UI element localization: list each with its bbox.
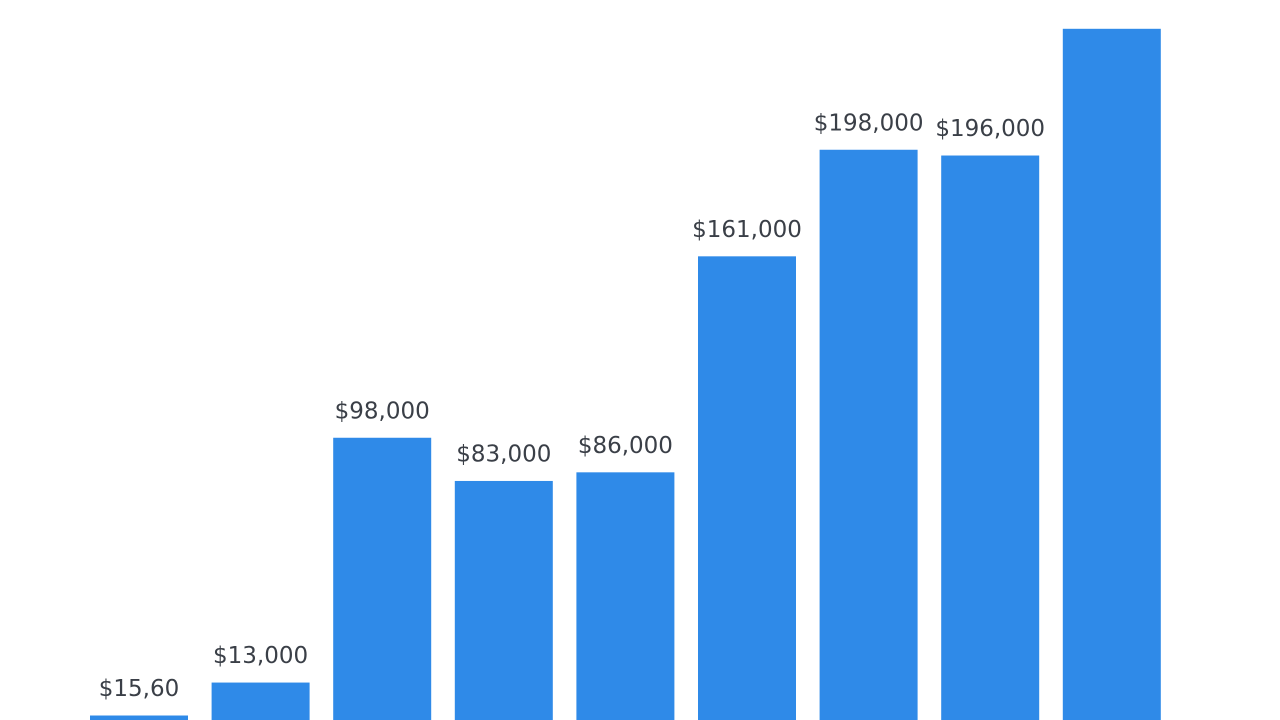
value-label: $13,000 <box>213 643 308 669</box>
bar <box>941 155 1040 720</box>
bar <box>454 480 553 720</box>
value-label: $161,000 <box>692 217 802 243</box>
value-label: $98,000 <box>335 398 430 424</box>
value-label: $83,000 <box>456 441 551 467</box>
bar <box>1062 28 1161 720</box>
bar <box>333 437 432 720</box>
bar <box>211 682 310 720</box>
bar <box>819 149 918 720</box>
bar <box>90 715 188 720</box>
value-label: $198,000 <box>814 110 924 136</box>
value-label: $15,60 <box>99 676 179 702</box>
bar <box>576 472 675 720</box>
bar <box>698 256 796 720</box>
value-label: $86,000 <box>578 433 673 459</box>
value-label: $196,000 <box>935 116 1045 142</box>
